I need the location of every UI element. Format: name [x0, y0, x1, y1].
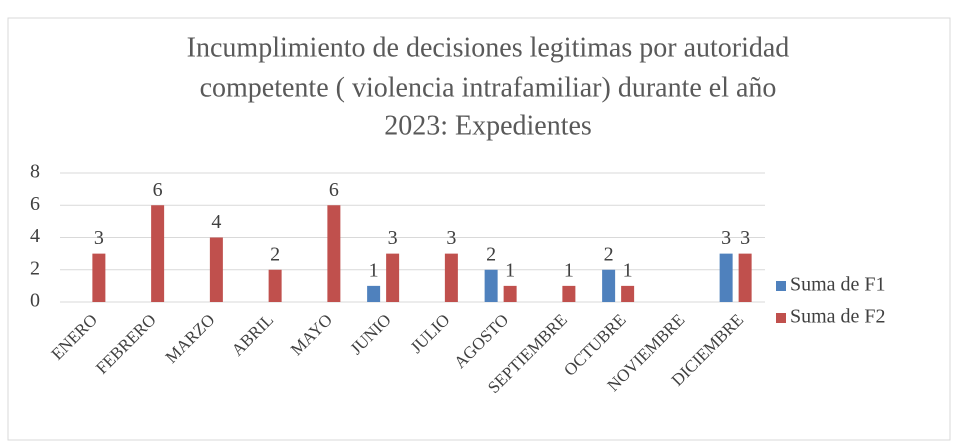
bar: [484, 269, 498, 302]
value-label: 3: [94, 227, 104, 249]
bar: [268, 269, 282, 302]
y-tick-label: 0: [30, 290, 40, 312]
value-label: 3: [740, 227, 750, 249]
value-label: 3: [388, 227, 398, 249]
value-label: 1: [369, 259, 379, 281]
bar: [209, 237, 223, 302]
bar: [386, 253, 400, 302]
chart-frame: [7, 17, 951, 441]
bar: [719, 253, 733, 302]
chart-title: Incumplimiento de decisiones legitimas p…: [187, 32, 790, 63]
legend-label: Suma de F1: [790, 274, 886, 296]
value-label: 3: [721, 227, 731, 249]
y-tick-label: 2: [30, 257, 40, 279]
value-label: 1: [564, 259, 574, 281]
bar: [367, 285, 381, 302]
value-label: 1: [505, 259, 515, 281]
bar: [92, 253, 106, 302]
value-label: 2: [270, 243, 280, 265]
y-tick-label: 4: [30, 225, 40, 247]
bar: [444, 253, 458, 302]
legend-swatch: [776, 281, 786, 291]
value-label: 1: [623, 259, 633, 281]
bar: [602, 269, 616, 302]
bar: [562, 285, 576, 302]
y-tick-label: 6: [30, 193, 40, 215]
value-label: 2: [604, 243, 614, 265]
bar: [327, 205, 341, 302]
value-label: 3: [446, 227, 456, 249]
value-label: 2: [486, 243, 496, 265]
chart-title: 2023: Expedientes: [384, 110, 592, 141]
chart-title: competente ( violencia intrafamiliar) du…: [200, 72, 777, 103]
value-label: 4: [211, 211, 221, 233]
bar: [151, 205, 165, 302]
value-label: 6: [153, 179, 163, 201]
bar: [738, 253, 752, 302]
legend-label: Suma de F2: [790, 306, 886, 328]
bar: [503, 285, 517, 302]
legend-swatch: [776, 313, 786, 323]
value-label: 6: [329, 179, 339, 201]
y-tick-label: 8: [30, 161, 40, 183]
bar: [621, 285, 635, 302]
